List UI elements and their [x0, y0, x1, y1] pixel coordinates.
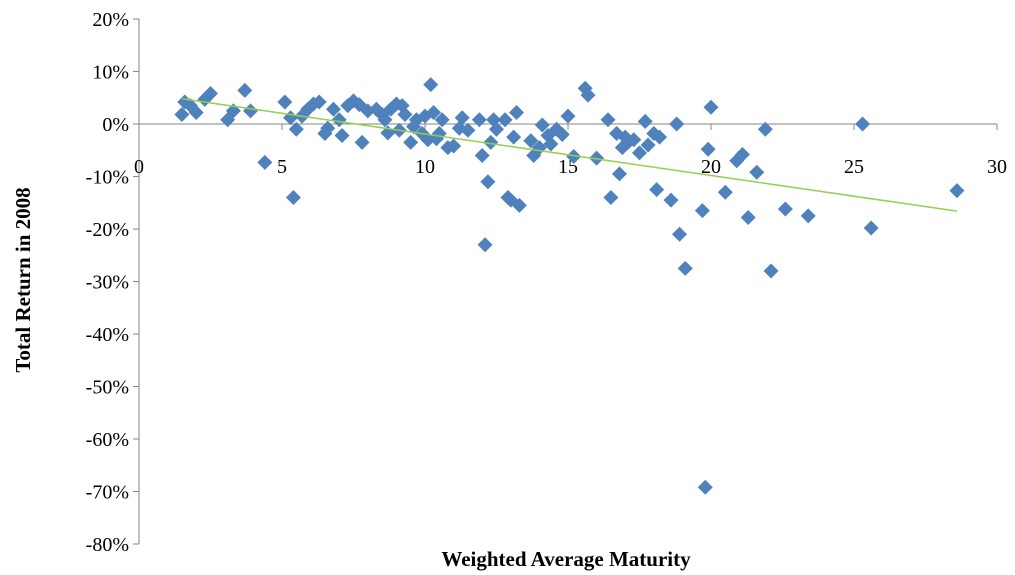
data-point [740, 209, 756, 225]
data-point [188, 104, 204, 120]
data-point [611, 166, 627, 182]
y-tick-label: -60% [86, 429, 129, 451]
data-point [757, 121, 773, 137]
data-point [855, 116, 871, 132]
data-point [523, 133, 539, 149]
data-point [566, 149, 582, 165]
data-point [697, 479, 713, 495]
data-point [377, 112, 393, 128]
data-point [734, 146, 750, 162]
data-point [174, 107, 190, 123]
data-point [677, 260, 693, 276]
y-tick-label: 20% [92, 9, 129, 31]
y-tick-label: -70% [86, 482, 129, 504]
data-point [483, 134, 499, 150]
y-tick-label: -10% [86, 167, 129, 189]
x-tick-label: 10 [415, 156, 435, 178]
data-point [763, 263, 779, 279]
data-point [511, 197, 527, 213]
data-point [580, 87, 596, 103]
data-point [652, 129, 668, 145]
y-tick-label: -50% [86, 377, 129, 399]
data-point [288, 121, 304, 137]
data-point [420, 132, 436, 148]
y-tick-label: -40% [86, 324, 129, 346]
data-point [320, 120, 336, 136]
data-point [434, 112, 450, 128]
data-point [663, 192, 679, 208]
data-point [800, 208, 816, 224]
data-point [237, 82, 253, 98]
data-point [285, 190, 301, 205]
data-point [403, 134, 419, 150]
axes: 20% 10% 0% -10% -20% -30% -40% -50% -60% -70% -80%… [86, 9, 1007, 556]
data-point [603, 190, 619, 205]
data-point [497, 112, 513, 128]
data-point [489, 121, 504, 137]
data-point [949, 183, 965, 199]
data-point [669, 116, 685, 132]
data-point [460, 122, 476, 138]
data-point [534, 117, 550, 133]
data-point [480, 174, 496, 190]
data-point [334, 128, 350, 144]
x-axis-ticks: 0 5 10 15 20 25 30 [134, 124, 1007, 178]
data-point [717, 184, 733, 200]
y-tick-label: 10% [92, 62, 129, 84]
data-point [554, 127, 570, 142]
data-point [477, 237, 493, 253]
data-point [311, 94, 327, 110]
data-point [777, 201, 793, 217]
y-tick-label: -20% [86, 219, 129, 241]
y-tick-label: -80% [86, 534, 129, 556]
data-points [174, 77, 965, 495]
data-point [749, 164, 765, 180]
data-point [426, 104, 442, 120]
data-point [325, 101, 341, 117]
data-point [637, 113, 653, 129]
data-point [600, 112, 616, 128]
data-point [446, 138, 462, 154]
data-point [203, 86, 218, 102]
data-point [694, 203, 710, 219]
y-tick-label: 0% [102, 114, 129, 136]
data-point [423, 77, 439, 93]
data-point [589, 150, 605, 166]
data-point [560, 108, 576, 124]
data-point [277, 94, 293, 110]
data-point [863, 220, 879, 236]
y-axis-ticks: 20% 10% 0% -10% -20% -30% -40% -50% -60% -70% -80% [86, 9, 139, 556]
data-point [632, 145, 647, 161]
data-point [331, 112, 347, 128]
x-axis-title: Weighted Average Maturity [441, 547, 691, 571]
data-point [649, 182, 665, 198]
y-tick-label: -30% [86, 272, 129, 294]
data-point [509, 104, 525, 120]
data-point [397, 107, 413, 123]
data-point [703, 99, 719, 115]
data-point [640, 137, 656, 153]
trendline [181, 98, 958, 212]
x-tick-label: 5 [277, 156, 287, 178]
data-point [474, 148, 490, 163]
x-tick-label: 20 [701, 156, 721, 178]
data-point [626, 132, 642, 148]
y-axis-title: Total Return in 2008 [11, 187, 35, 372]
data-point [243, 103, 259, 119]
data-point [257, 154, 273, 170]
data-point [543, 136, 559, 152]
x-tick-label: 30 [987, 156, 1007, 178]
x-tick-label: 25 [844, 156, 864, 178]
data-point [700, 141, 716, 157]
data-point [354, 134, 370, 150]
data-point [672, 226, 688, 242]
x-tick-label: 0 [134, 156, 144, 178]
data-point [506, 129, 522, 145]
data-point [471, 112, 487, 128]
data-point [454, 110, 470, 126]
